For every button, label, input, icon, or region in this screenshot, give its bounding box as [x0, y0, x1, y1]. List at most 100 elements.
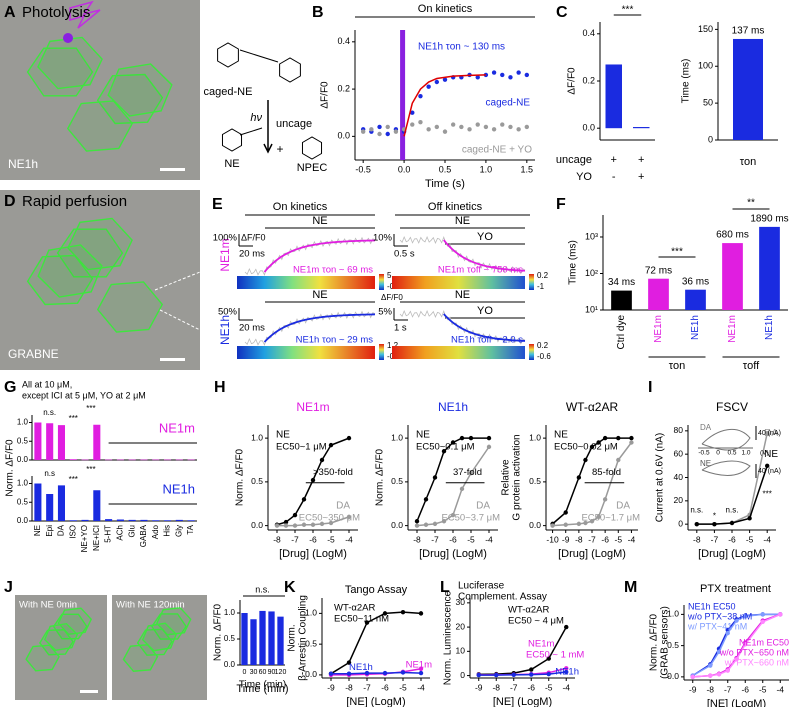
significance: *** — [763, 489, 772, 498]
data-point — [418, 93, 423, 99]
data-point — [346, 660, 352, 665]
label: except ICI at 5 μM, YO at 2 μM — [22, 390, 146, 400]
x-tick-label: τon — [740, 156, 757, 168]
x-tick-label: 5-HT — [104, 525, 113, 543]
x-axis-label: Time (s) — [425, 178, 465, 190]
pipette — [159, 309, 201, 331]
x-tick-label: -5 — [759, 684, 767, 694]
y-tick-label: 60 — [674, 448, 684, 458]
row-title: NE1m — [218, 238, 232, 271]
x-tick-label: 0.0 — [398, 164, 411, 174]
label: NE1h τon ~ 130 ms — [418, 42, 505, 53]
y-axis-label: Time (ms) — [681, 59, 692, 104]
scale-label: 20 ms — [239, 323, 265, 334]
data-point — [589, 444, 595, 450]
cell-outline — [56, 228, 124, 278]
data-point — [400, 609, 406, 615]
data-point — [629, 440, 634, 445]
data-point — [459, 486, 465, 492]
data-point — [450, 440, 456, 445]
ec50-label: EC50 ~ 4 μM — [508, 616, 564, 627]
bar — [605, 64, 622, 129]
ring — [221, 128, 243, 152]
image-label: With NE 0min — [19, 600, 77, 611]
y-tick-label: 0 — [460, 670, 465, 680]
y-tick-label: 0.4 — [337, 36, 350, 46]
plot-title: FSCV — [716, 400, 748, 414]
y-tick-label: 0.5 — [17, 497, 29, 506]
data-point — [364, 620, 370, 625]
image-label: GRABNE — [8, 347, 59, 361]
data-point — [564, 666, 569, 671]
fold-label: 37-fold — [453, 467, 482, 478]
stimulus-label: NE — [312, 215, 327, 227]
y-axis-label: Norm. ΔF/F0 — [649, 613, 660, 671]
inset-tick-label: -0.5 — [698, 450, 710, 457]
row-label: uncage — [556, 154, 592, 166]
label: ** — [747, 198, 755, 209]
bar — [93, 424, 101, 460]
y-tick-label: 0.0 — [529, 520, 541, 530]
data-point — [516, 127, 521, 132]
value-label: 72 ms — [645, 265, 672, 276]
value-label: 1890 ms — [750, 214, 788, 225]
data-point — [516, 70, 521, 75]
data-point — [486, 435, 492, 441]
x-tick-label: -5 — [467, 534, 475, 544]
data-point — [468, 435, 474, 441]
data-point — [563, 522, 568, 527]
data-point — [716, 672, 722, 677]
x-tick-label: -4 — [628, 534, 636, 544]
data-point — [734, 657, 739, 662]
ring — [301, 136, 323, 160]
data-point — [476, 672, 481, 678]
series-line — [692, 613, 781, 677]
data-point — [765, 430, 770, 436]
column-title: On kinetics — [273, 201, 328, 213]
y-tick-label: 100 — [698, 61, 713, 71]
data-point — [596, 440, 601, 445]
ec50-label: EC50~350 μM — [299, 513, 360, 524]
x-tick-label: -8 — [706, 684, 714, 694]
data-point — [564, 669, 569, 675]
data-point — [725, 630, 730, 636]
y-tick-label: 0.2 — [337, 83, 350, 93]
x-axis-label: [NE] (LogM) — [493, 696, 552, 707]
data-point — [508, 75, 513, 80]
fit-trace — [443, 239, 526, 272]
data-point — [442, 129, 448, 134]
data-point — [475, 75, 480, 80]
x-axis-label: [Drug] (LogM) — [279, 548, 347, 560]
legend-label: WT-α2AR — [508, 605, 550, 616]
scale-label: 0.5 s — [394, 249, 415, 260]
value-label: 36 ms — [682, 276, 709, 287]
data-point — [459, 124, 464, 130]
x-tick-label: -6 — [527, 682, 535, 692]
x-tick-label: -10 — [546, 534, 559, 544]
panel-letter: H — [214, 379, 226, 396]
significance: n.s. — [43, 408, 56, 417]
inset-tick-label: 0 — [716, 450, 720, 457]
data-point — [369, 127, 374, 132]
inset-trace — [701, 460, 751, 476]
ec50-label: EC50~1 μM — [276, 442, 327, 453]
stimulus-band — [400, 30, 406, 160]
data-point — [743, 614, 748, 619]
image-label: With NE 120min — [116, 600, 185, 611]
x-tick-label: -9 — [327, 682, 335, 692]
bar — [250, 619, 257, 665]
series-line — [331, 668, 422, 676]
data-point — [434, 79, 440, 85]
cell-outline — [96, 281, 164, 333]
y-tick-label: 0.0 — [667, 671, 679, 681]
data-point — [716, 649, 722, 655]
legend-label: caged-NE — [486, 98, 531, 109]
group-label: NE1h EC50 — [688, 601, 736, 611]
data-point — [734, 618, 739, 623]
data-point — [393, 129, 399, 134]
x-tick-label: NE1m — [653, 315, 664, 343]
cell-outline — [67, 217, 133, 271]
stimulus-label: NE — [455, 215, 470, 227]
fit-label: NE1m τon ~ 69 ms — [293, 265, 373, 276]
